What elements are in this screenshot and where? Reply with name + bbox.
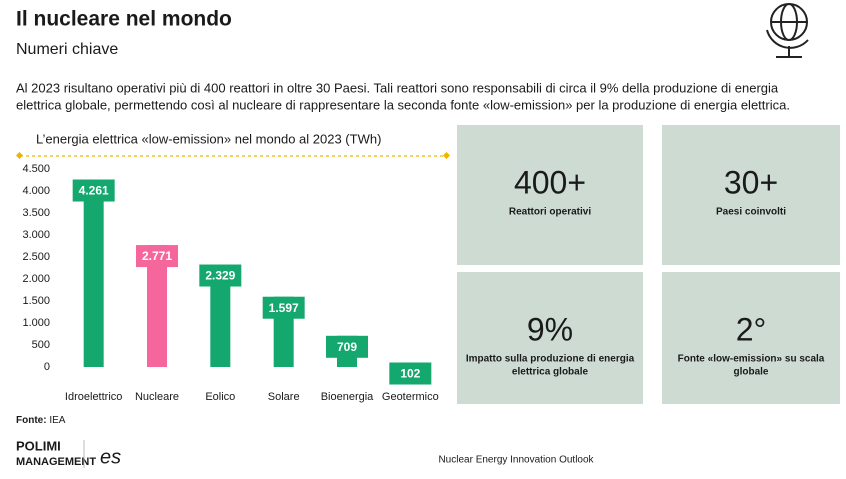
stat-card (662, 272, 840, 404)
y-tick-label: 1.000 (22, 317, 50, 329)
stat-card (457, 125, 643, 265)
stat-label: globale (733, 367, 768, 378)
stat-value: 30+ (724, 164, 778, 200)
y-tick-label: 1.500 (22, 295, 50, 307)
value-label: 2.771 (142, 249, 172, 263)
y-tick-label: 2.000 (22, 273, 50, 285)
footer-text: Nuclear Energy Innovation Outlook (438, 455, 594, 466)
logo-text: MANAGEMENT (16, 456, 96, 468)
stat-card (457, 272, 643, 404)
value-label: 1.597 (269, 301, 299, 315)
stat-label: Impatto sulla produzione di energia (466, 354, 635, 365)
bar (210, 264, 231, 367)
x-tick-label: Geotermico (382, 391, 439, 403)
value-label: 709 (337, 340, 357, 354)
y-tick-label: 4.000 (22, 185, 50, 197)
subtitle: Numeri chiave (16, 41, 118, 58)
value-label: 4.261 (79, 184, 109, 198)
value-label-box (389, 362, 432, 385)
value-label-box (136, 245, 178, 268)
value-label: 102 (400, 367, 420, 381)
chart-title: L’energia elettrica «low-emission» nel m… (36, 131, 381, 146)
y-tick-label: 2.500 (22, 251, 50, 263)
intro-line: elettrica globale, permettendo così al n… (16, 97, 790, 112)
x-tick-label: Solare (268, 391, 300, 403)
logo-text: es (100, 446, 121, 468)
stat-value: 2° (736, 311, 767, 347)
title: Il nucleare nel mondo (16, 8, 232, 31)
bar (83, 179, 104, 367)
y-tick-label: 0 (44, 361, 50, 373)
x-tick-label: Nucleare (135, 391, 179, 403)
globe-icon (766, 3, 809, 58)
stat-card (662, 125, 840, 265)
x-tick-label: Idroelettrico (65, 391, 122, 403)
source-text: IEA (49, 415, 65, 426)
y-tick-label: 3.000 (22, 229, 50, 241)
value-label: 2.329 (205, 269, 235, 283)
source-label: Fonte: (16, 415, 47, 426)
value-label-box (326, 335, 368, 358)
rule-end (15, 151, 24, 160)
bar (147, 245, 167, 367)
y-tick-label: 4.500 (22, 163, 50, 175)
stat-label: Reattori operativi (509, 207, 591, 218)
x-tick-label: Bioenergia (321, 391, 374, 403)
intro-line: Al 2023 risultano operativi più di 400 r… (16, 80, 779, 95)
y-tick-label: 500 (32, 339, 50, 351)
y-tick-label: 3.500 (22, 207, 50, 219)
stat-label: Fonte «low-emission» su scala (678, 354, 825, 365)
stat-label: elettrica globale (512, 367, 589, 378)
stat-label: Paesi coinvolti (716, 207, 786, 218)
value-label-box (72, 179, 115, 202)
x-tick-label: Eolico (205, 391, 235, 403)
rule-end (442, 151, 451, 160)
stat-value: 9% (527, 311, 573, 347)
value-label-box (262, 296, 305, 319)
value-label-box (199, 264, 242, 287)
logo-text: POLIMI (16, 438, 61, 453)
source: Fonte: IEA (16, 415, 66, 426)
stat-value: 400+ (514, 164, 586, 200)
